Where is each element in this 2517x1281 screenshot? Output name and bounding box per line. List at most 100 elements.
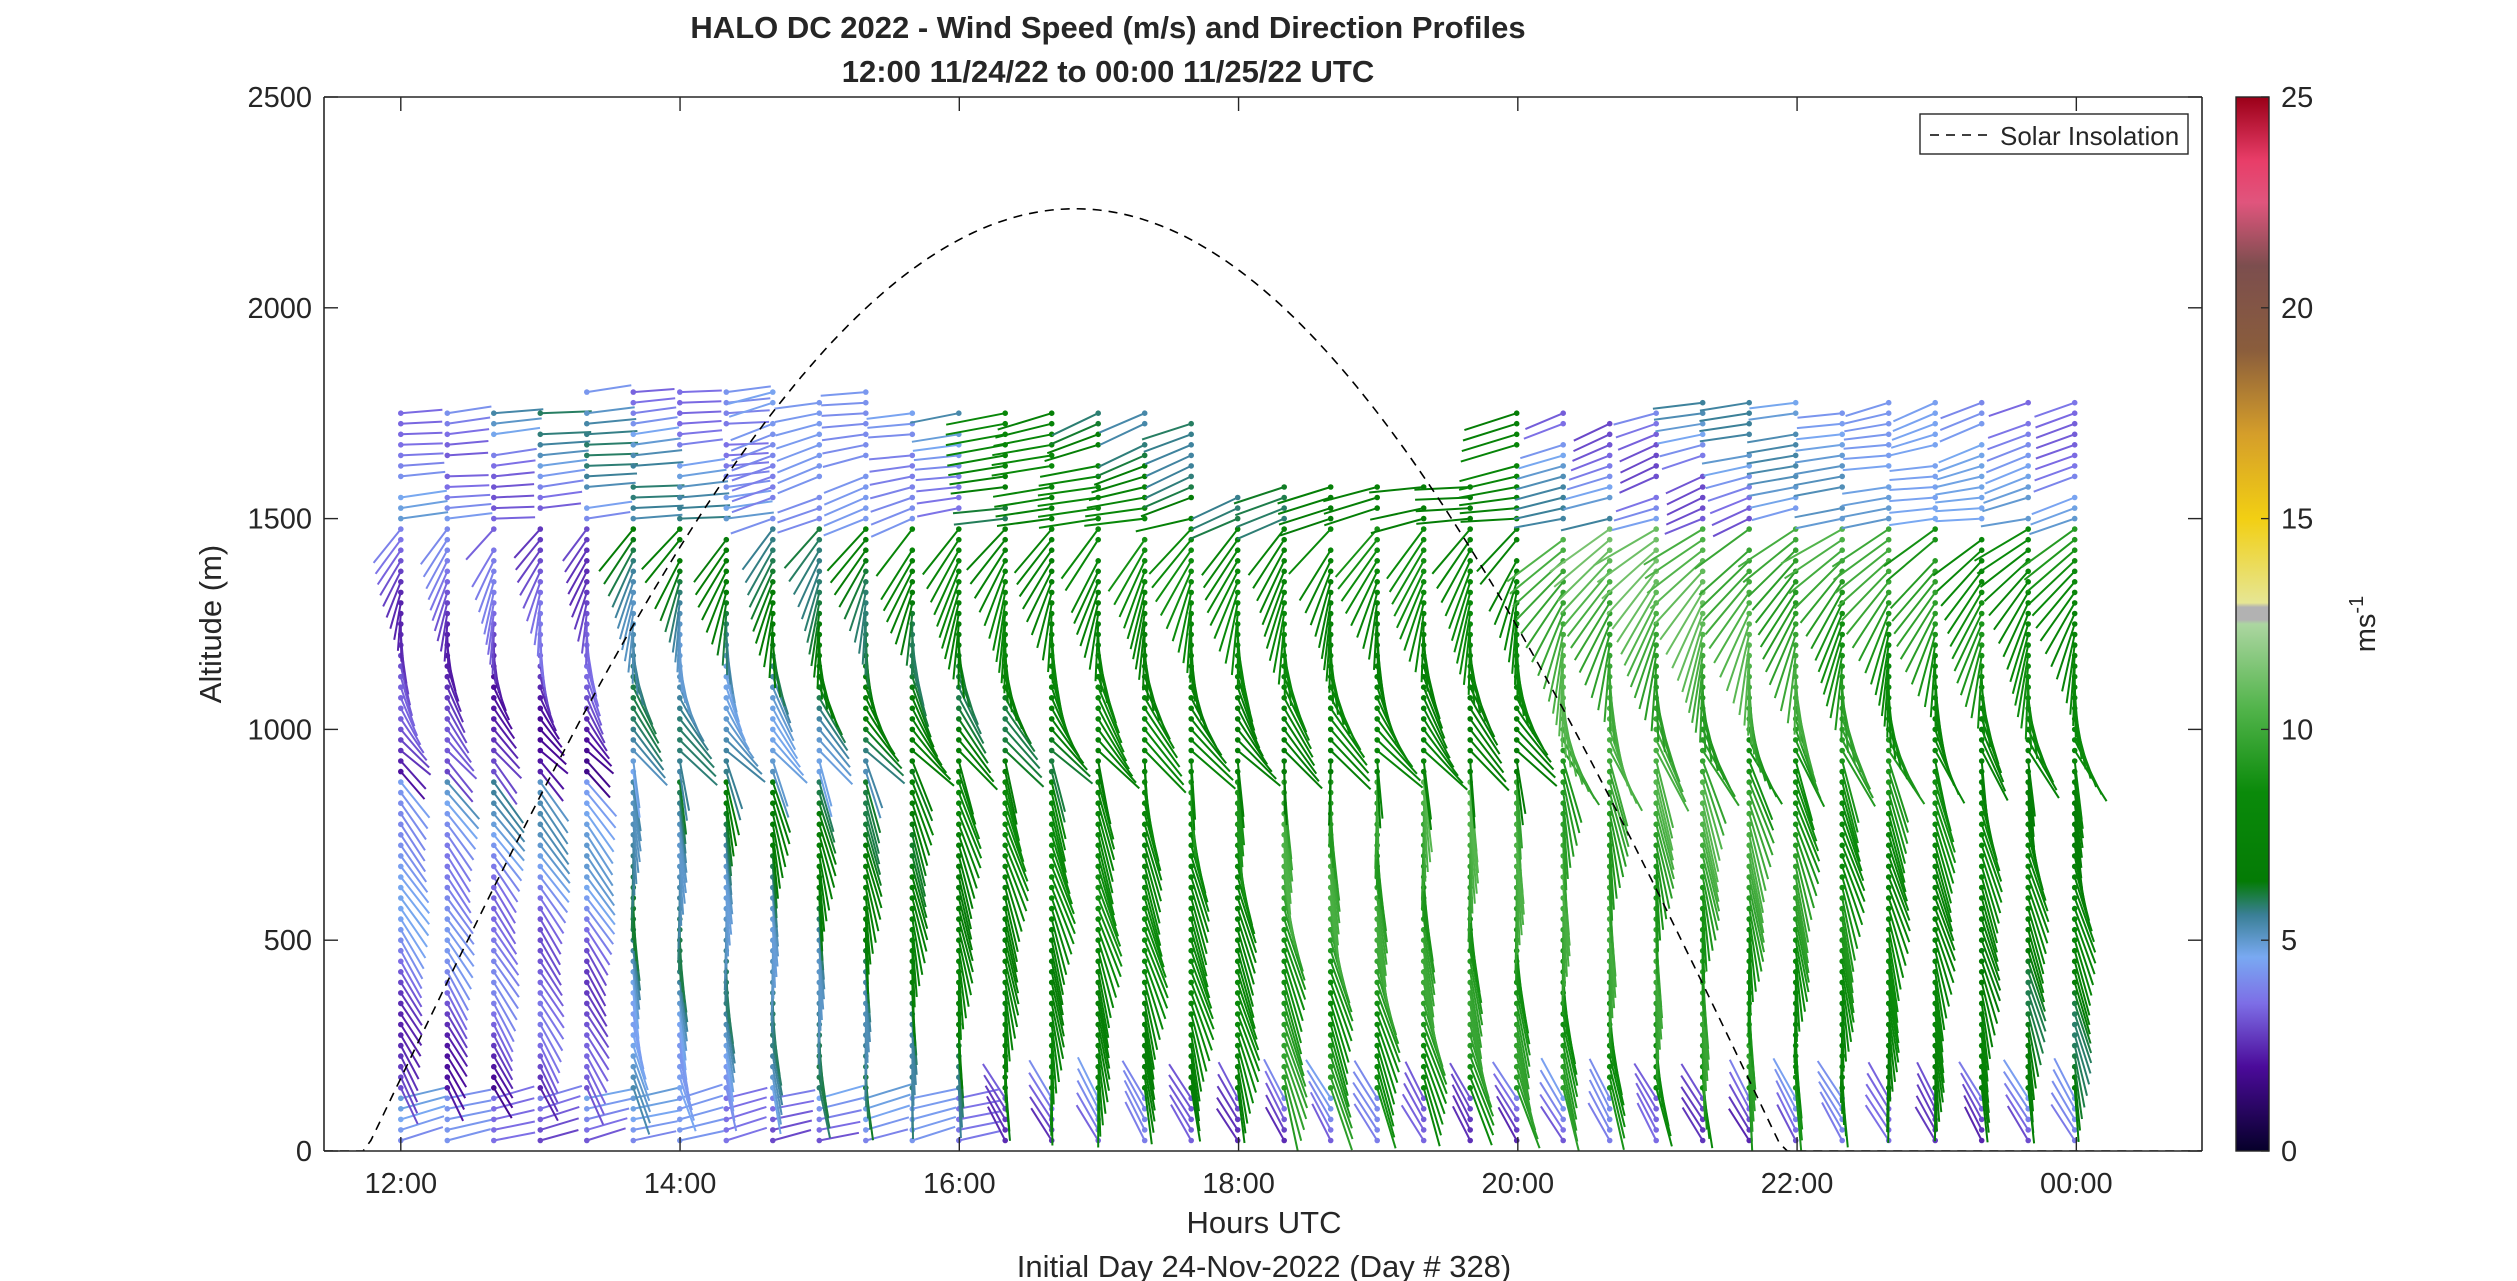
wind-vector: [1422, 739, 1464, 784]
wind-vector-point: [956, 853, 962, 859]
wind-vector: [400, 431, 443, 436]
wind-vector: [1051, 749, 1094, 785]
wind-vector-point: [1746, 1137, 1752, 1144]
wind-vector: [1050, 781, 1067, 840]
wind-vector-point: [1885, 874, 1892, 880]
wind-vector: [447, 440, 489, 446]
wind-vector: [679, 1130, 724, 1142]
wind-vector: [1050, 897, 1073, 955]
wind-vector: [1050, 887, 1075, 945]
wind-vector: [1165, 570, 1193, 630]
wind-vector: [868, 433, 913, 439]
wind-vector-point: [1188, 884, 1194, 891]
wind-vector-point: [398, 979, 404, 986]
wind-vector: [678, 792, 687, 845]
wind-vector: [1887, 1045, 1892, 1102]
wind-vector-point: [1792, 747, 1799, 754]
wind-vector-point: [2025, 1137, 2031, 1144]
wind-vector-point: [1234, 905, 1241, 912]
wind-vector: [1097, 834, 1114, 894]
wind-vector: [539, 929, 561, 966]
wind-vector-point: [1374, 1000, 1380, 1007]
wind-vector: [1469, 845, 1474, 914]
wind-vector-point: [1374, 705, 1380, 712]
wind-vector-point: [2071, 937, 2078, 943]
wind-vector: [1143, 1045, 1156, 1100]
wind-vector: [1329, 1013, 1349, 1074]
wind-vector: [818, 971, 823, 1021]
wind-vector: [1143, 1087, 1153, 1145]
wind-vector-point: [491, 684, 497, 690]
wind-vector-point: [1281, 979, 1287, 986]
wind-vector-point: [1420, 1053, 1427, 1059]
wind-vector-point: [1188, 737, 1194, 743]
wind-vector: [1422, 760, 1432, 820]
wind-vector: [1889, 517, 1936, 527]
wind-vector: [1050, 855, 1075, 915]
wind-vector: [1050, 813, 1067, 873]
wind-vector-point: [1188, 579, 1194, 585]
wind-vector: [1404, 1061, 1425, 1099]
wind-vector-point: [584, 1085, 590, 1091]
wind-vector-point: [770, 389, 776, 395]
wind-vector: [679, 1106, 724, 1121]
wind-vector: [540, 490, 583, 499]
wind-vector: [492, 855, 521, 892]
wind-vector-point: [1978, 1116, 1985, 1123]
wind-vector: [1004, 1003, 1011, 1062]
wind-vector: [1759, 591, 1797, 648]
wind-vector: [957, 939, 972, 996]
wind-vector: [1217, 1073, 1239, 1110]
wind-vector-point: [863, 494, 869, 501]
wind-vector: [586, 418, 637, 425]
wind-vector-point: [723, 705, 730, 712]
wind-vector-point: [1513, 1127, 1520, 1133]
wind-vector: [564, 539, 588, 573]
wind-vector-point: [1932, 863, 1938, 870]
wind-vector: [493, 408, 544, 415]
wind-vector-point: [770, 810, 776, 817]
wind-vector-point: [630, 1053, 637, 1059]
wind-vector-point: [956, 505, 962, 511]
wind-vector: [1469, 760, 1476, 818]
wind-vector: [2002, 1071, 2030, 1110]
wind-vector: [493, 516, 536, 520]
wind-vector: [1143, 433, 1192, 453]
wind-vector: [725, 771, 742, 821]
wind-vector: [1728, 1071, 1751, 1110]
wind-vector-point: [1978, 642, 1985, 648]
wind-vector-point: [1885, 463, 1892, 469]
wind-vector: [447, 493, 491, 499]
wind-vector-point: [1653, 1106, 1659, 1112]
wind-vector: [771, 824, 784, 879]
wind-vector: [393, 602, 402, 640]
wind-vector: [1985, 454, 2029, 474]
wind-vector-point: [909, 494, 916, 501]
wind-vector: [911, 876, 929, 929]
wind-vector: [731, 443, 774, 462]
wind-vector-point: [1978, 515, 1985, 522]
wind-vector: [1461, 433, 1517, 453]
wind-vector: [632, 771, 641, 818]
wind-vector: [400, 1115, 445, 1131]
wind-vector-point: [1606, 547, 1613, 553]
wind-vector: [446, 1002, 468, 1040]
wind-vector: [1329, 718, 1368, 766]
wind-vector-point: [1095, 895, 1101, 901]
wind-vector: [399, 950, 423, 990]
wind-vector: [446, 718, 470, 754]
wind-vector-point: [1234, 947, 1241, 954]
wind-vector-point: [723, 452, 730, 459]
wind-vector-point: [1978, 600, 1985, 606]
wind-vector: [1980, 729, 2005, 783]
wind-vector: [1796, 433, 1843, 441]
wind-vector-point: [398, 442, 404, 448]
wind-vector: [399, 844, 428, 883]
wind-vector: [1515, 475, 1564, 491]
wind-vector-point: [909, 874, 916, 880]
wind-vector: [586, 1117, 628, 1131]
wind-vector: [1587, 1102, 1611, 1141]
wind-vector: [912, 1115, 957, 1131]
wind-vector-point: [444, 442, 451, 448]
wind-vector-point: [863, 568, 869, 575]
